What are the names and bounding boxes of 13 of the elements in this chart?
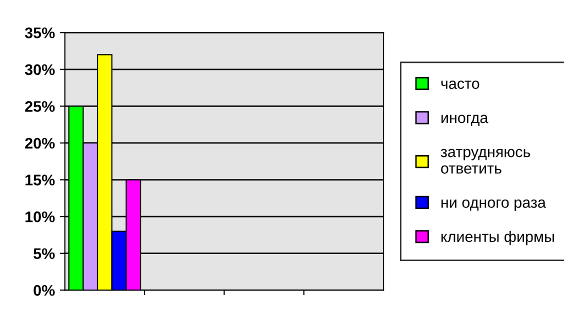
legend-label: иногда	[442, 114, 488, 126]
y-tick-label: 5%	[34, 248, 55, 260]
y-tick-label: 20%	[25, 138, 55, 149]
y-tick-label: 10%	[26, 211, 55, 222]
y-tick-label: 25%	[25, 101, 55, 112]
legend-label: затрудняюсь ответить	[440, 148, 530, 174]
legend-label: ни одного раза	[442, 200, 546, 211]
legend-label: клиенты фирмы	[441, 230, 554, 246]
y-tick-label: 30%	[24, 64, 55, 76]
y-tick-label: 0%	[34, 285, 55, 296]
legend-label: часто	[441, 80, 480, 89]
y-tick-label: 35%	[24, 27, 55, 38]
y-tick-label: 15%	[26, 174, 55, 186]
